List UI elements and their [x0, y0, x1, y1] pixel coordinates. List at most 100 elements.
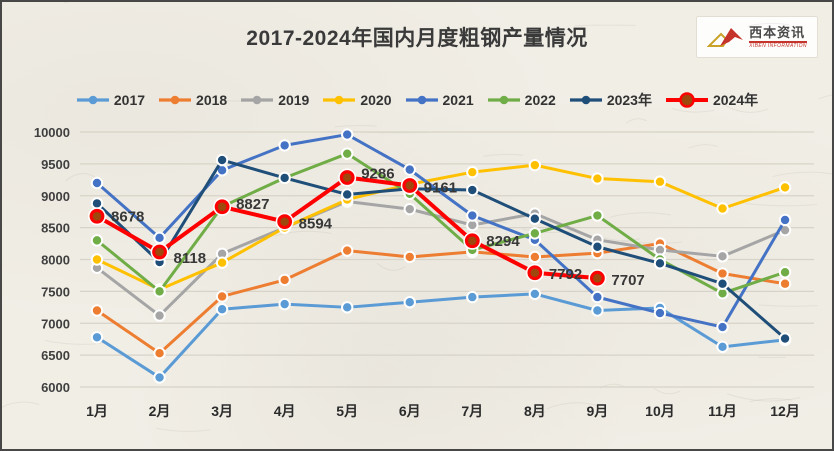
data-point — [90, 176, 104, 190]
texture-squiggle — [334, 124, 377, 128]
x-axis-tick-label: 10月 — [645, 403, 675, 419]
logo-name: 西本资讯 — [749, 26, 807, 43]
legend-swatch-icon — [323, 95, 356, 105]
legend-item-2021: 2021 — [405, 92, 474, 108]
y-axis-tick-label: 7500 — [41, 284, 70, 299]
data-point — [778, 277, 792, 290]
data-point — [341, 147, 354, 160]
y-axis-tick-label: 10000 — [34, 125, 70, 140]
texture-squiggle — [625, 118, 647, 124]
x-axis-tick-label: 9月 — [587, 403, 609, 419]
legend-label: 2019 — [278, 92, 310, 108]
data-point — [528, 158, 542, 172]
y-axis-tick-label: 9500 — [41, 157, 70, 172]
data-label: 8678 — [111, 208, 144, 225]
data-point — [215, 153, 229, 167]
texture-squiggle — [546, 402, 598, 410]
legend-item-2024年: 2024年 — [665, 90, 758, 110]
legend-item-2018: 2018 — [158, 92, 227, 108]
legend-swatch-icon — [76, 95, 109, 105]
data-point-center — [530, 268, 540, 278]
data-point — [466, 183, 479, 197]
texture-squiggle — [599, 235, 640, 242]
data-point — [716, 340, 729, 354]
texture-squiggle — [376, 262, 406, 271]
data-point — [90, 234, 104, 247]
data-point — [153, 347, 166, 360]
texture-squiggle — [274, 230, 332, 237]
legend-item-2022: 2022 — [487, 92, 556, 108]
data-point-center — [405, 181, 415, 190]
texture-squiggle — [2, 401, 40, 408]
texture-squiggle — [65, 173, 96, 182]
legend-label: 2023年 — [606, 92, 652, 108]
x-axis-tick-label: 11月 — [708, 403, 737, 419]
legend-label: 2024年 — [712, 92, 759, 108]
data-point — [591, 240, 604, 253]
data-label: 8294 — [486, 233, 520, 250]
texture-squiggle — [749, 398, 793, 403]
texture-squiggle — [758, 304, 818, 307]
series-2023年-line — [95, 158, 787, 341]
legend-label: 2021 — [442, 92, 474, 108]
data-point — [403, 163, 416, 176]
legend-item-2020: 2020 — [322, 92, 392, 108]
data-point — [153, 371, 166, 384]
data-point — [90, 331, 104, 344]
data-point — [341, 188, 354, 201]
data-point — [653, 175, 667, 188]
x-axis-tick-label: 5月 — [336, 403, 358, 419]
logo-subtitle: XIBEN INFORMATION — [749, 42, 807, 49]
x-axis-tick-label: 3月 — [211, 403, 233, 419]
data-point — [778, 213, 792, 227]
data-point — [653, 257, 667, 270]
texture-squiggle — [688, 144, 718, 149]
data-label: 7792 — [549, 266, 582, 283]
data-point — [528, 227, 542, 240]
data-label: 8118 — [174, 250, 207, 267]
data-point — [716, 267, 729, 280]
data-point — [528, 212, 542, 225]
legend-swatch-icon — [569, 95, 602, 105]
texture-squiggle — [621, 240, 683, 244]
data-label: 9161 — [424, 179, 457, 196]
y-axis-tick-label: 8500 — [41, 221, 70, 236]
data-point — [716, 277, 729, 290]
data-point — [591, 290, 604, 304]
data-point — [528, 287, 542, 301]
data-point — [716, 202, 729, 215]
data-point-center — [593, 273, 602, 283]
data-point — [716, 250, 729, 263]
texture-squiggle — [64, 2, 70, 4]
data-point — [466, 290, 479, 304]
legend-swatch-icon — [665, 92, 708, 108]
page-title: 2017-2024年国内月度粗钢产量情况 — [246, 27, 588, 50]
legend-item-2019: 2019 — [240, 92, 309, 108]
data-label: 8594 — [299, 216, 333, 233]
texture-squiggle — [483, 153, 524, 157]
texture-squiggle — [44, 340, 108, 345]
data-point — [153, 285, 166, 298]
texture-squiggle — [747, 22, 790, 27]
legend-item-2017: 2017 — [76, 92, 145, 108]
data-point — [466, 209, 479, 222]
texture-squiggle — [599, 383, 624, 389]
data-point — [215, 303, 229, 316]
texture-squiggle — [523, 407, 546, 416]
data-point — [215, 290, 229, 303]
mountain-logo-icon — [707, 28, 744, 47]
data-point — [278, 273, 291, 287]
x-axis-tick-label: 2月 — [149, 403, 171, 419]
data-label: 9286 — [361, 166, 394, 183]
data-point — [778, 181, 792, 194]
data-point-center — [280, 217, 289, 226]
series-2017-line — [95, 292, 787, 379]
legend-label: 2018 — [196, 92, 228, 108]
data-point — [528, 250, 542, 264]
x-axis-tick-label: 7月 — [461, 403, 483, 419]
data-point — [153, 309, 166, 322]
data-point — [403, 296, 416, 309]
data-point — [778, 266, 792, 279]
data-point — [341, 128, 354, 141]
data-point — [90, 197, 104, 210]
